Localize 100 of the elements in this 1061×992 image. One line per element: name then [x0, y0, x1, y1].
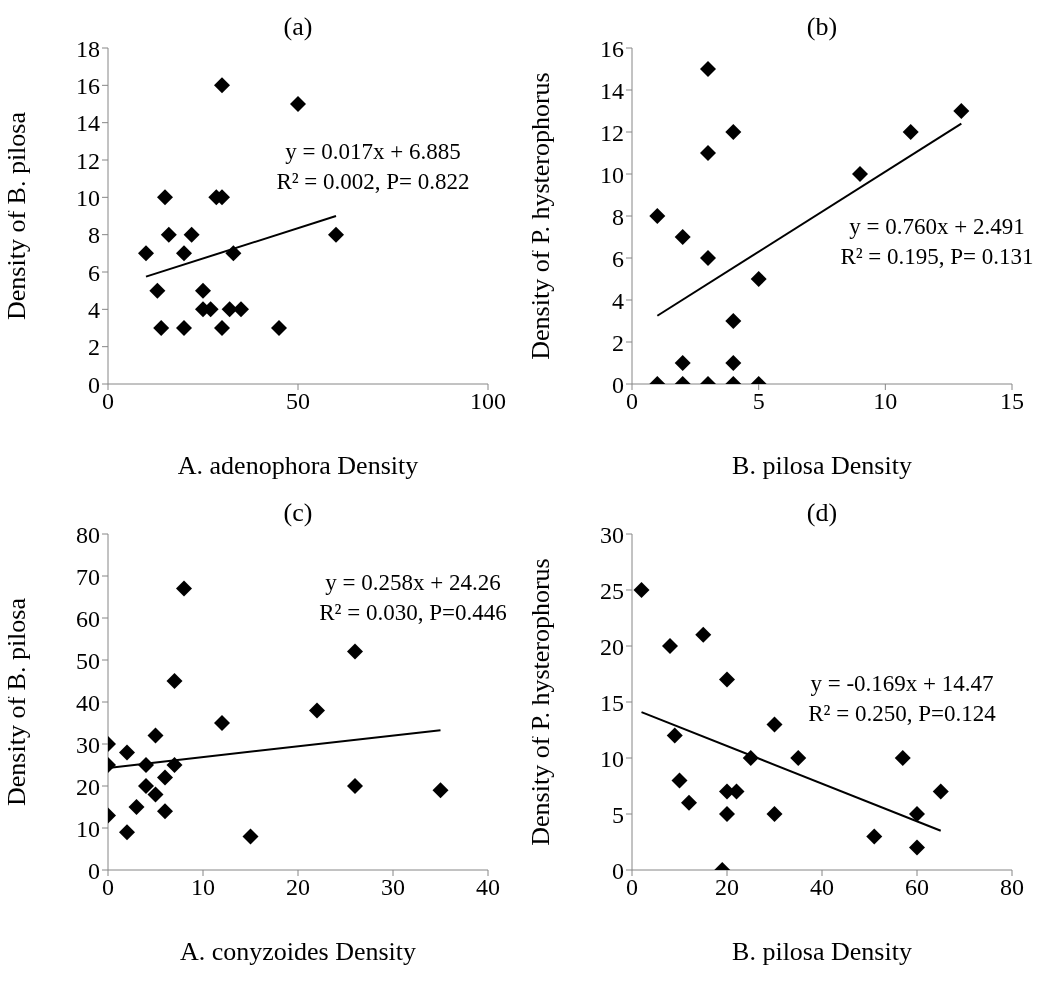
y-tick-label: 2 [612, 329, 624, 356]
point [290, 96, 306, 112]
point [157, 769, 173, 786]
annotation: R² = 0.250, P=0.124 [807, 700, 997, 728]
y-tick-label: 50 [76, 647, 100, 674]
x-axis-title: A. conyzoides Density [179, 937, 417, 966]
chart-title: (a) [282, 12, 314, 42]
point [153, 320, 170, 336]
y-tick-label: 10 [76, 184, 100, 211]
x-tick-label: 40 [476, 874, 500, 901]
point [183, 226, 200, 243]
y-tick-label: 30 [600, 521, 624, 548]
x-tick-label: 80 [1000, 874, 1024, 901]
y-tick-label: 12 [600, 119, 624, 146]
point [214, 320, 230, 336]
point [666, 727, 683, 744]
point [902, 124, 919, 140]
point [214, 77, 230, 94]
point [176, 320, 192, 336]
x-tick-label: 50 [286, 388, 310, 415]
x-tick-label: 10 [191, 874, 215, 901]
x-tick-label: 5 [752, 388, 765, 415]
y-tick-label: 12 [76, 147, 100, 174]
y-tick-label: 6 [88, 259, 100, 286]
y-tick-label: 15 [600, 689, 624, 716]
point [894, 750, 911, 766]
point [750, 271, 767, 287]
y-tick-label: 0 [612, 371, 624, 398]
y-tick-label: 20 [76, 773, 100, 800]
point [432, 782, 449, 799]
point [649, 208, 666, 224]
point [633, 582, 650, 598]
point [160, 226, 177, 243]
point [195, 282, 211, 299]
point [176, 580, 192, 597]
chart-title: (d) [805, 498, 839, 528]
x-tick-label: 100 [470, 388, 506, 415]
point [176, 245, 192, 262]
point [157, 189, 173, 206]
y-tick-label: 14 [76, 110, 100, 137]
y-tick-label: 25 [600, 577, 624, 604]
x-tick-label: 60 [905, 874, 929, 901]
point [147, 786, 164, 803]
y-tick-label: 8 [612, 203, 624, 230]
point [309, 702, 325, 719]
point [909, 839, 925, 856]
point [119, 824, 135, 841]
annotation: R² = 0.030, P=0.446 [319, 600, 507, 625]
point [953, 103, 970, 119]
y-tick-label: 16 [600, 35, 624, 62]
point [221, 301, 238, 318]
annotation: R² = 0.002, P= 0.822 [275, 168, 471, 196]
point [719, 671, 735, 688]
point [128, 799, 145, 815]
point [147, 727, 164, 744]
y-tick-label: 0 [612, 857, 624, 884]
point [695, 626, 712, 643]
y-tick-label: 40 [76, 689, 100, 716]
point [214, 715, 230, 731]
point [700, 250, 716, 266]
y-tick-label: 5 [612, 801, 624, 828]
x-tick-label: 10 [873, 388, 898, 415]
x-axis-title: A. adenophora Density [177, 451, 419, 480]
y-tick-label: 4 [612, 287, 624, 314]
chart-title: (c) [282, 498, 314, 528]
point [233, 301, 249, 318]
y-tick-label: 4 [88, 296, 100, 323]
point [166, 673, 183, 689]
point [671, 772, 688, 789]
point [157, 803, 173, 820]
point [719, 806, 735, 822]
x-axis-title: B. pilosa Density [732, 937, 912, 966]
y-tick-label: 20 [600, 633, 624, 660]
point [347, 778, 363, 794]
point [681, 794, 697, 811]
annotation: y = 0.760x + 2.491 [848, 213, 1026, 241]
x-axis-title: B. pilosa Density [732, 451, 912, 480]
y-tick-label: 10 [76, 815, 100, 842]
point [149, 282, 166, 299]
point [866, 828, 883, 845]
point [674, 229, 691, 245]
y-tick-label: 80 [76, 521, 100, 548]
point [662, 638, 678, 654]
point [242, 828, 259, 845]
annotation: R² = 0.195, P= 0.131 [839, 243, 1035, 271]
y-tick-label: 0 [88, 371, 100, 398]
point [138, 778, 154, 794]
chart-title: (b) [805, 12, 839, 42]
point [852, 166, 868, 182]
point [138, 245, 154, 262]
point [328, 226, 344, 243]
x-tick-label: 40 [810, 874, 834, 901]
point [932, 783, 949, 800]
point [347, 643, 363, 660]
x-tick-label: 15 [1000, 388, 1024, 415]
y-tick-label: 0 [88, 857, 100, 884]
point [119, 744, 135, 761]
y-tick-label: 14 [600, 77, 624, 104]
point [790, 750, 807, 766]
y-tick-label: 60 [76, 605, 100, 632]
